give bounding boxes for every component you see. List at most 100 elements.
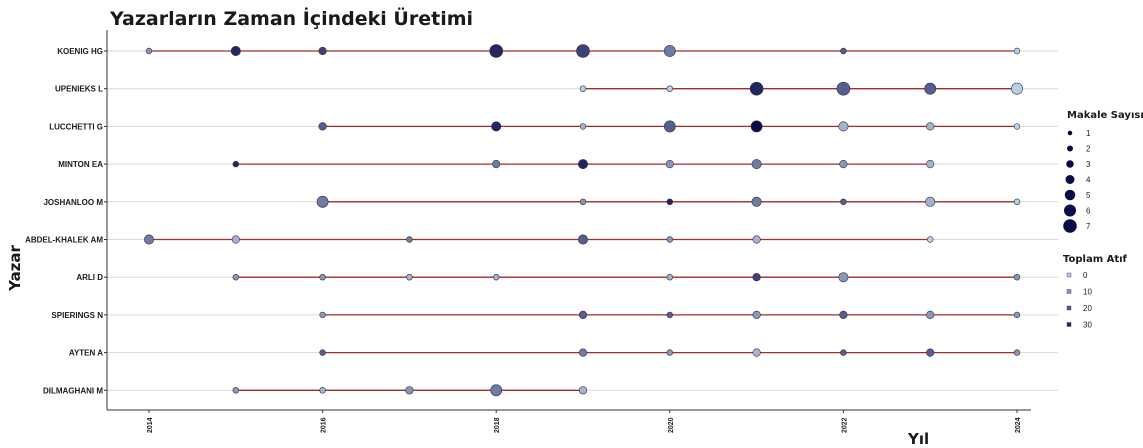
data-point (319, 387, 326, 394)
y-tick-label: UPENIEKS L (55, 85, 103, 94)
y-tick-label: LUCCHETTI G (49, 122, 103, 131)
data-point (405, 386, 414, 395)
author-timelines (149, 50, 1017, 391)
legend-color-swatch (1066, 322, 1072, 327)
legend-size-dot (1066, 160, 1074, 168)
legend-size: 1 2 3 4 5 6 7 (1063, 129, 1091, 233)
y-tick-label: KOENIG HG (57, 47, 103, 56)
data-point (663, 120, 676, 133)
data-point (840, 349, 847, 356)
data-point (491, 121, 502, 132)
data-point (926, 310, 935, 320)
legend-color-swatch (1066, 289, 1072, 294)
legend-size-label: 1 (1086, 129, 1091, 138)
y-axis-labels: KOENIG HG UPENIEKS L LUCCHETTI G MINTON EA J… (25, 47, 107, 395)
x-tick-label: 2022 (841, 417, 848, 433)
data-point (752, 273, 761, 282)
grid-lines (107, 50, 1058, 391)
legend-size-label: 2 (1086, 145, 1091, 154)
data-point (924, 82, 937, 95)
data-point (578, 386, 588, 395)
x-tick-label: 2014 (147, 417, 154, 433)
data-point (752, 348, 761, 357)
data-point (839, 160, 848, 169)
data-point (666, 311, 673, 319)
data-point (492, 160, 501, 169)
data-point (1013, 47, 1021, 55)
data-point (665, 160, 674, 169)
data-point (145, 47, 153, 55)
legend-size-label: 3 (1086, 160, 1091, 169)
data-point (666, 236, 673, 243)
legend-color-swatch (1066, 305, 1072, 311)
legend-color-swatch (1066, 272, 1072, 278)
data-point (926, 348, 935, 357)
data-point (1011, 82, 1023, 95)
chart-title: Yazarların Zaman İçindeki Üretimi (109, 6, 473, 30)
data-point (490, 384, 503, 397)
data-point (406, 236, 413, 243)
data-point (232, 387, 240, 394)
data-point (663, 45, 676, 57)
data-point (578, 348, 588, 357)
legend-size-label: 4 (1086, 176, 1091, 185)
data-point (751, 196, 762, 207)
legend-color: 0 10 20 30 (1066, 271, 1092, 330)
legend-size-dot (1064, 189, 1076, 201)
data-point (231, 235, 240, 244)
data-point (1013, 274, 1021, 281)
x-axis-title: Yıl (907, 430, 929, 448)
data-point (579, 123, 587, 130)
data-point (316, 195, 329, 208)
legend-color-title: Toplam Atıf (1063, 254, 1128, 265)
y-tick-label: MINTON EA (58, 160, 103, 169)
data-point (749, 81, 764, 96)
data-point (579, 85, 587, 92)
data-point (1013, 349, 1021, 356)
data-point (926, 160, 935, 169)
data-point (840, 198, 847, 206)
x-tick-label: 2024 (1015, 417, 1022, 433)
legend-size-label: 6 (1086, 207, 1091, 216)
data-point (319, 311, 326, 319)
legend-size-dot (1067, 145, 1073, 152)
x-tick-label: 2020 (668, 417, 675, 433)
data-point (840, 47, 847, 55)
data-point (493, 274, 500, 281)
legend-size-dot (1067, 130, 1073, 136)
x-axis-labels: 2014 2016 2018 2020 2022 2024 (147, 410, 1022, 433)
data-points (144, 44, 1023, 397)
legend-size-label: 5 (1086, 191, 1091, 200)
data-point (1013, 123, 1021, 130)
data-point (666, 198, 673, 206)
data-point (232, 160, 240, 168)
data-point (319, 274, 326, 281)
y-tick-label: ABDEL-KHALEK AM (25, 236, 103, 245)
data-point (578, 310, 588, 320)
y-tick-label: ARLI D (76, 273, 103, 282)
y-tick-label: SPIERINGS N (51, 311, 103, 320)
data-point (230, 45, 241, 56)
data-point (577, 159, 588, 170)
data-point (836, 81, 851, 96)
legend-size-dot (1065, 175, 1075, 184)
data-point (666, 274, 673, 281)
data-point (579, 198, 587, 206)
legend-color-label: 20 (1083, 304, 1092, 313)
data-point (318, 46, 327, 56)
data-point (666, 349, 673, 356)
data-point (318, 122, 327, 131)
data-point (666, 85, 673, 92)
legend-color-label: 10 (1083, 288, 1092, 297)
data-point (750, 120, 763, 133)
x-tick-label: 2016 (321, 417, 328, 433)
data-point (144, 234, 155, 245)
data-point (319, 349, 326, 356)
legend-size-label: 7 (1086, 222, 1091, 231)
legend-color-label: 30 (1083, 321, 1092, 330)
legend-size-dot (1063, 219, 1077, 233)
x-tick-label: 2018 (494, 417, 501, 433)
data-point (1013, 198, 1021, 206)
data-point (838, 121, 849, 132)
